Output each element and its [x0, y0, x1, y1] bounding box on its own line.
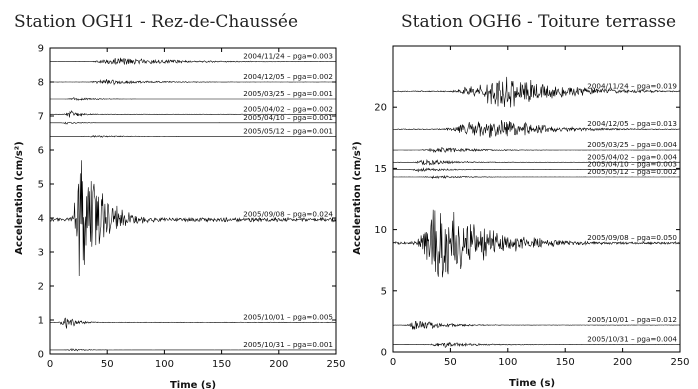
x-tick-label: 150	[556, 357, 575, 368]
trace-label: 2005/09/08 – pga=0.024	[243, 210, 333, 219]
x-tick-label: 200	[613, 357, 632, 368]
x-tick-label: 0	[47, 359, 53, 370]
y-tick-label: 7	[38, 112, 44, 123]
plot-area: 2004/11/24 – pga=0.019 2004/12/05 – pga=0…	[374, 45, 690, 368]
trace-label: 2005/03/25 – pga=0.001	[243, 89, 333, 98]
trace-line	[393, 146, 680, 153]
trace-line	[50, 160, 336, 277]
plot-frame	[392, 45, 681, 353]
y-tick-label: 6	[38, 146, 44, 157]
trace-line	[50, 79, 336, 86]
x-tick-label: 100	[155, 359, 174, 370]
trace-label: 2005/04/02 – pga=0.004	[587, 152, 677, 161]
y-tick-label: 5	[38, 180, 44, 191]
trace-line	[393, 158, 680, 166]
trace-label: 2005/05/12 – pga=0.002	[587, 167, 677, 176]
trace-line	[393, 76, 680, 108]
y-axis-label: Acceleration (cm/s²)	[352, 141, 363, 254]
trace-line	[50, 97, 336, 101]
x-tick-label: 100	[498, 357, 517, 368]
plot-area: 2004/11/24 – pga=0.003 2004/12/05 – pga=0…	[38, 44, 346, 371]
trace-line	[50, 317, 336, 329]
x-axis-label: Time (s)	[170, 380, 216, 389]
trace-label: 2005/10/31 – pga=0.004	[587, 335, 677, 344]
plot-frame	[49, 47, 337, 355]
y-tick-label: 0	[381, 348, 387, 359]
y-tick-label: 8	[38, 78, 44, 89]
trace-label: 2004/12/05 – pga=0.013	[587, 119, 677, 128]
y-tick-label: 1	[38, 316, 44, 327]
trace-label: 2004/11/24 – pga=0.003	[243, 52, 333, 61]
y-tick-label: 2	[38, 282, 44, 293]
trace-label: 2005/04/10 – pga=0.001	[243, 113, 333, 122]
trace-line	[393, 120, 680, 138]
x-tick-label: 150	[212, 359, 231, 370]
chart-title: Station OGH1 - Rez-de-Chaussée	[14, 12, 298, 32]
y-tick-label: 15	[374, 164, 387, 175]
trace-line	[50, 348, 336, 352]
trace-line	[393, 209, 680, 278]
trace-label: 2005/04/10 – pga=0.003	[587, 160, 677, 169]
trace-line	[393, 167, 680, 173]
y-tick-label: 20	[374, 103, 387, 114]
trace-label: 2005/10/01 – pga=0.005	[243, 312, 333, 321]
trace-line	[393, 320, 680, 330]
y-tick-label: 10	[374, 225, 387, 236]
trace-line	[50, 134, 336, 138]
y-tick-label: 4	[38, 214, 44, 225]
trace-label: 2005/03/25 – pga=0.004	[587, 140, 677, 149]
trace-label: 2004/11/24 – pga=0.019	[587, 81, 677, 90]
y-tick-label: 5	[381, 286, 387, 297]
y-tick-label: 0	[38, 350, 44, 361]
trace-label: 2005/04/02 – pga=0.002	[243, 104, 333, 113]
trace-line	[393, 341, 680, 348]
trace-label: 2004/12/05 – pga=0.002	[243, 72, 333, 81]
x-axis-label: Time (s)	[509, 378, 555, 389]
x-tick-label: 50	[444, 357, 457, 368]
x-tick-label: 0	[390, 357, 396, 368]
y-tick-label: 9	[38, 44, 44, 55]
x-tick-label: 50	[101, 359, 114, 370]
x-tick-label: 200	[269, 359, 288, 370]
x-tick-label: 250	[670, 357, 689, 368]
trace-line	[50, 121, 336, 125]
trace-label: 2005/05/12 – pga=0.001	[243, 126, 333, 135]
trace-line	[50, 110, 336, 118]
trace-label: 2005/09/08 – pga=0.050	[587, 233, 677, 242]
trace-line	[50, 57, 336, 65]
trace-label: 2005/10/01 – pga=0.012	[587, 315, 677, 324]
y-axis-label: Acceleration (cm/s²)	[14, 141, 25, 254]
chart-ogh6: Station OGH6 - Toiture terrasse 2004/11/…	[352, 12, 690, 389]
chart-title: Station OGH6 - Toiture terrasse	[401, 12, 676, 32]
x-tick-label: 250	[326, 359, 345, 370]
trace-label: 2005/10/31 – pga=0.001	[243, 340, 333, 349]
chart-ogh1: Station OGH1 - Rez-de-Chaussée 2004/11/2…	[14, 12, 346, 389]
y-tick-label: 3	[38, 248, 44, 259]
trace-line	[393, 174, 680, 180]
